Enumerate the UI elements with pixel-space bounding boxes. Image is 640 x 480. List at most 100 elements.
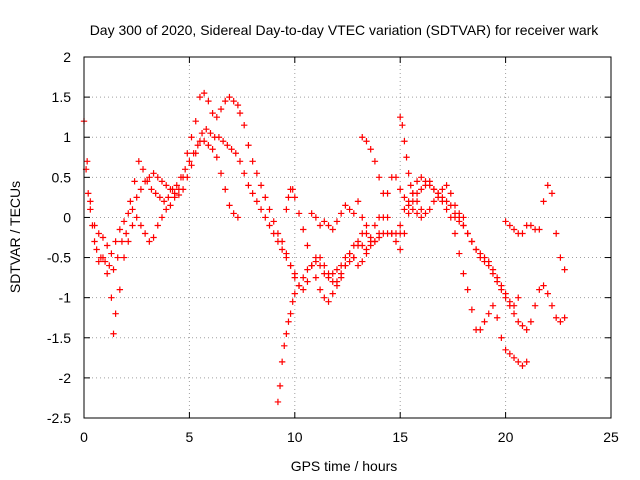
data-point [200, 89, 208, 97]
data-point [544, 182, 551, 189]
data-point [375, 174, 383, 181]
data-point [519, 322, 526, 329]
data-point [222, 186, 229, 193]
data-point [137, 186, 145, 193]
axis-ticks [83, 56, 612, 419]
series-track-2 [82, 89, 242, 337]
data-point [451, 230, 459, 237]
data-point [103, 270, 111, 277]
data-point [137, 222, 145, 229]
data-point [289, 298, 296, 305]
data-point [321, 294, 328, 301]
data-point [205, 142, 212, 149]
data-point [116, 286, 124, 293]
data-point [371, 222, 379, 229]
data-point [266, 206, 273, 213]
data-point [144, 178, 151, 185]
data-point [177, 174, 185, 181]
data-point [561, 266, 568, 273]
data-point [285, 194, 292, 201]
series-track-6 [283, 186, 370, 305]
data-point [274, 230, 282, 237]
x-tick-label: 15 [392, 429, 408, 445]
data-point [354, 262, 362, 269]
y-tick-label: -2.5 [47, 410, 71, 426]
data-point [289, 186, 296, 193]
data-point [430, 198, 438, 205]
data-point [203, 126, 210, 133]
x-tick-labels: 0 5 10 15 20 25 [80, 429, 619, 445]
data-point [129, 206, 136, 213]
data-point [489, 266, 497, 273]
data-point [557, 318, 564, 325]
data-point [278, 358, 286, 366]
data-point [87, 206, 94, 213]
data-point [464, 230, 471, 237]
data-point [407, 182, 414, 189]
data-point [283, 206, 290, 213]
data-point [194, 142, 202, 149]
data-point [561, 314, 568, 321]
data-point [226, 93, 233, 101]
data-point [171, 194, 178, 201]
data-point [110, 266, 117, 273]
data-point [439, 194, 446, 201]
series-track-1 [80, 117, 242, 257]
data-point [460, 270, 467, 277]
data-point [552, 314, 560, 321]
data-point [527, 318, 535, 325]
data-point [99, 234, 107, 241]
data-point [308, 262, 315, 269]
data-point [325, 298, 332, 305]
data-point [397, 113, 404, 121]
data-point [274, 398, 282, 406]
data-point [308, 210, 315, 217]
y-tick-label: 0.5 [52, 169, 72, 185]
data-point [506, 350, 514, 358]
x-tick-label: 10 [287, 429, 303, 445]
data-point [150, 170, 157, 177]
data-point [217, 105, 225, 113]
data-point [232, 150, 239, 157]
data-point [205, 97, 212, 105]
series-track-9 [397, 113, 530, 370]
data-point [304, 242, 311, 249]
data-point [447, 202, 454, 209]
data-point [418, 174, 425, 181]
data-point [146, 174, 153, 181]
data-point [519, 362, 526, 370]
data-point [188, 162, 195, 169]
data-point [342, 262, 349, 269]
data-point [333, 266, 341, 273]
data-point [472, 246, 480, 253]
data-point [120, 218, 128, 225]
data-point [493, 274, 501, 281]
data-point [422, 210, 429, 217]
data-point [443, 198, 450, 205]
data-point [409, 198, 417, 205]
data-point [270, 218, 277, 225]
data-point [91, 238, 98, 245]
data-point [502, 290, 509, 297]
data-point [333, 278, 341, 285]
data-point [536, 226, 543, 233]
data-point [540, 198, 547, 205]
data-point [354, 242, 362, 249]
data-point [342, 202, 349, 209]
data-point [278, 238, 286, 245]
data-point [285, 318, 292, 325]
data-point [493, 314, 501, 321]
data-point [510, 354, 518, 362]
data-point [531, 302, 539, 309]
data-point [399, 121, 406, 129]
data-point [548, 190, 556, 197]
data-point [173, 182, 180, 189]
data-point [515, 294, 522, 301]
data-point [253, 170, 261, 177]
data-point [498, 334, 505, 341]
data-point [156, 194, 164, 201]
data-point [498, 282, 505, 289]
data-point [481, 254, 488, 261]
data-point [405, 210, 412, 217]
